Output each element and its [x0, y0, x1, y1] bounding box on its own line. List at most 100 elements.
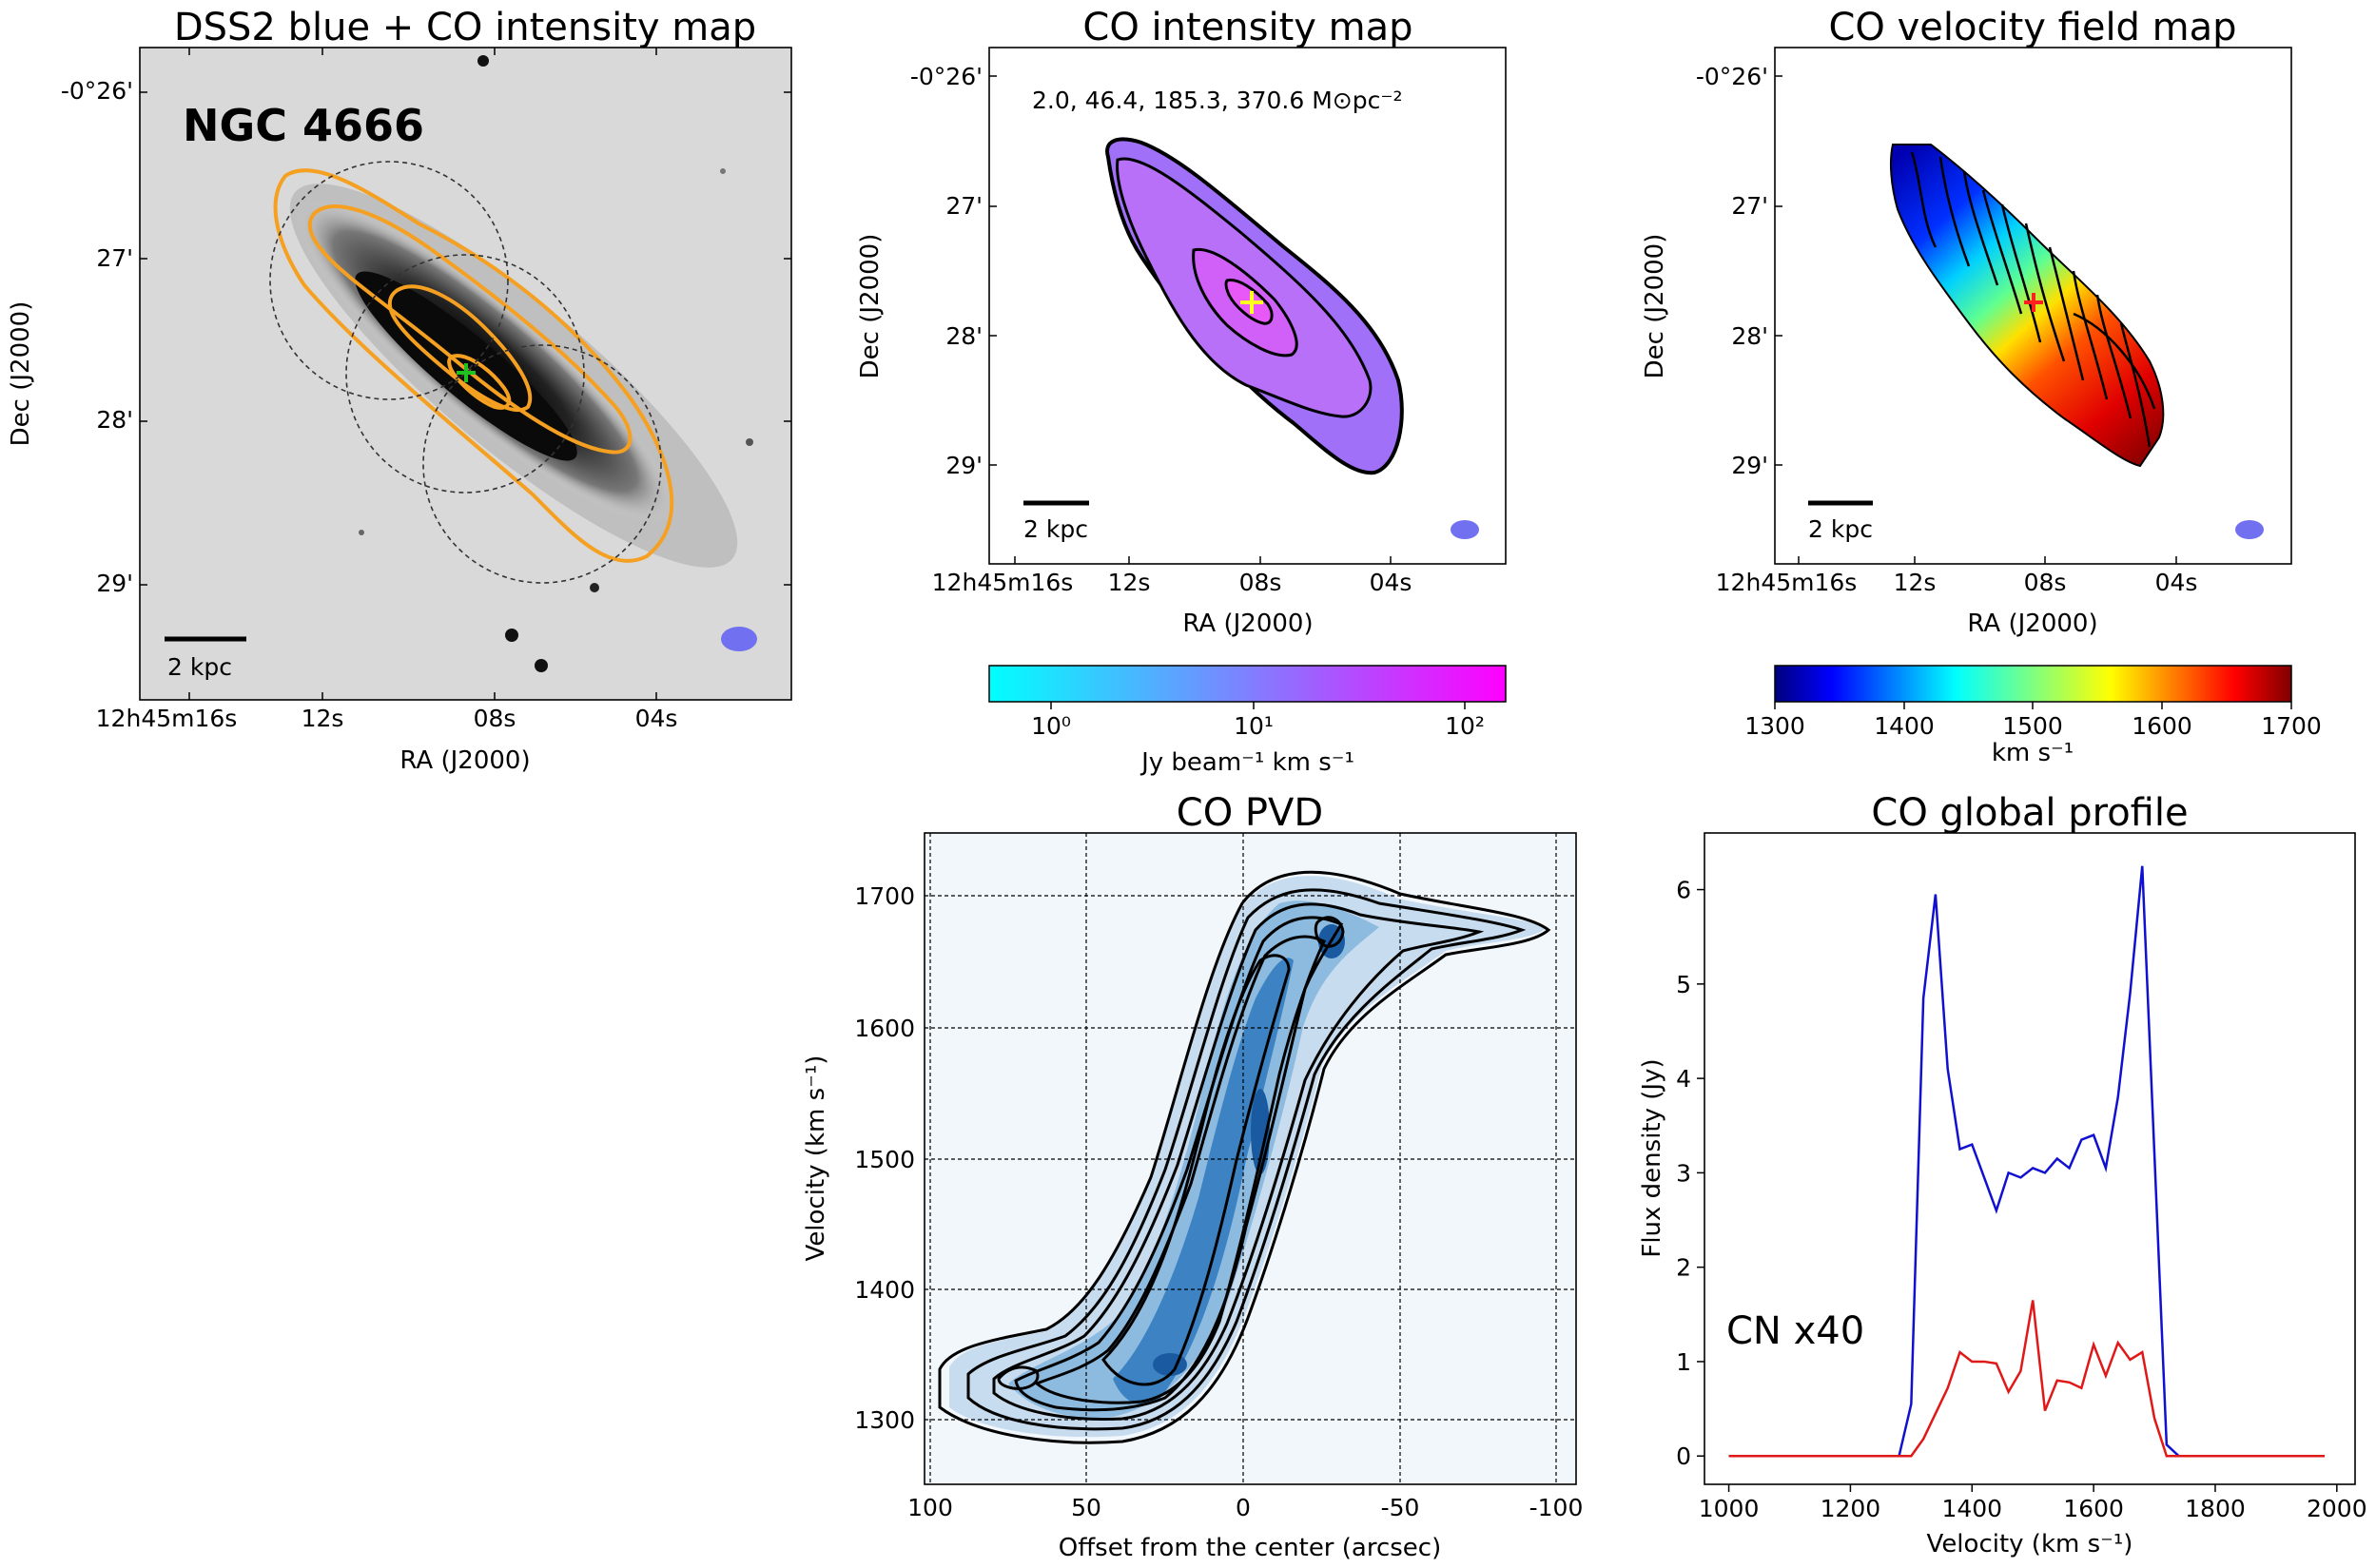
pvd-ylabel: Velocity (km s⁻¹) [802, 1055, 830, 1262]
pvd-xtick: 0 [1236, 1494, 1251, 1521]
intensity-xtick-1: 12s [1108, 569, 1151, 596]
profile-ytick: 5 [1676, 971, 1691, 998]
co-contour-core [447, 354, 512, 410]
pvd-xtick: 100 [907, 1494, 953, 1521]
pointing-circle-2 [345, 254, 585, 494]
velocity-cb-tick-4: 1700 [2261, 712, 2322, 740]
profile-xtick: 1200 [1821, 1495, 1881, 1522]
profile-xtick: 1000 [1699, 1495, 1760, 1522]
dss-xtick-1: 12s [302, 705, 344, 732]
velocity-ylabel: Dec (J2000) [1641, 234, 1669, 379]
velocity-frame [1774, 47, 2292, 565]
pointing-circle-1 [269, 161, 509, 400]
intensity-xtick-0: 12h45m16s [932, 569, 1074, 596]
intensity-xlabel: RA (J2000) [1182, 610, 1313, 638]
profile-ytick: 3 [1676, 1159, 1691, 1187]
intensity-panel: CO intensity map 2.0, 46.4, 185.3, 370.6… [856, 6, 1507, 777]
velocity-colorbar [1774, 665, 2292, 703]
dss-title: DSS2 blue + CO intensity map [174, 6, 756, 49]
profile-ytick: 0 [1676, 1442, 1691, 1470]
pvd-ytick: 1300 [854, 1406, 915, 1434]
isovelocity-contours [1910, 151, 2156, 448]
profile-frame [1704, 832, 2356, 1485]
profile-xtick: 2000 [2307, 1495, 2367, 1522]
beam-icon [721, 627, 757, 651]
intensity-ytick-1: 27' [945, 192, 983, 220]
velocity-panel: CO velocity field map 2 kpc -0°26' [1641, 6, 2322, 767]
center-cross-icon [2024, 293, 2043, 312]
dss-ytick-1: 27' [96, 244, 133, 272]
intensity-cb-tick-2: 10² [1445, 712, 1485, 740]
contour-levels: 2.0, 46.4, 185.3, 370.6 M⊙pc⁻² [1032, 87, 1403, 114]
profile-ytick: 2 [1676, 1254, 1691, 1282]
pointing-circle-3 [422, 344, 662, 584]
pvd-xlabel: Offset from the center (arcsec) [1059, 1534, 1441, 1562]
velocity-ytick-1: 27' [1731, 192, 1768, 220]
profile-ylabel: Flux density (Jy) [1638, 1058, 1666, 1257]
pvd-frame [924, 832, 1577, 1485]
pvd-title: CO PVD [1177, 791, 1323, 835]
intensity-cb-label: Jy beam⁻¹ km s⁻¹ [1139, 748, 1354, 777]
velocity-cb-tick-1: 1400 [1874, 712, 1935, 740]
dss-ylabel: Dec (J2000) [7, 301, 35, 447]
dss-xtick-0: 12h45m16s [96, 705, 238, 732]
beam-icon [1451, 520, 1479, 539]
co-contour-outer [273, 168, 674, 563]
velocity-xtick-3: 04s [2155, 569, 2198, 596]
profile-xtick: 1800 [2185, 1495, 2246, 1522]
dss-xlabel: RA (J2000) [399, 746, 530, 775]
scalebar-label: 2 kpc [167, 653, 232, 681]
profile-ytick: 1 [1676, 1348, 1691, 1376]
pvd-ytick: 1500 [854, 1146, 915, 1173]
dss-xtick-3: 04s [635, 705, 678, 732]
velocity-cb-tick-0: 1300 [1744, 712, 1805, 740]
cn-annotation: CN x40 [1726, 1309, 1864, 1353]
scalebar-label: 2 kpc [1023, 515, 1088, 543]
beam-icon [2235, 520, 2264, 539]
pvd-xtick: 50 [1071, 1494, 1101, 1521]
profile-axes: 1000 1200 1400 1600 1800 2000 0 1 2 3 4 5 6 [1676, 877, 2367, 1522]
profile-lines [1728, 865, 2326, 1458]
dss-image [269, 55, 757, 672]
intensity-ylabel: Dec (J2000) [856, 234, 885, 379]
dss-panel: DSS2 blue + CO intensity map [7, 6, 792, 775]
pvd-xtick: -100 [1529, 1494, 1584, 1521]
profile-xlabel: Velocity (km s⁻¹) [1927, 1530, 2133, 1558]
center-cross-icon [1240, 291, 1263, 314]
profile-series-0 [1728, 865, 2326, 1458]
dss-ytick-0: -0°26' [61, 77, 133, 105]
profile-title: CO global profile [1871, 791, 2188, 835]
center-cross-icon [457, 363, 476, 382]
velocity-cb-tick-2: 1500 [2002, 712, 2063, 740]
co-contour-mid [307, 204, 633, 455]
pvd-ytick: 1400 [854, 1276, 915, 1304]
profile-background [1704, 833, 2355, 1484]
profile-xtick: 1600 [2063, 1495, 2124, 1522]
profile-xtick: 1400 [1941, 1495, 2002, 1522]
intensity-ytick-0: -0°26' [910, 63, 983, 90]
velocity-field-disk [1889, 144, 2165, 468]
dss-ytick-2: 28' [96, 406, 133, 434]
intensity-ytick-3: 29' [945, 452, 983, 479]
scalebar-label: 2 kpc [1808, 515, 1873, 543]
intensity-cb-tick-0: 10⁰ [1031, 712, 1071, 740]
co-contour-inner [387, 284, 533, 413]
profile-panel: CO global profile 1000 1200 1400 1600 1800 20… [1638, 791, 2367, 1558]
intensity-cb-tick-1: 10¹ [1234, 712, 1274, 740]
velocity-ytick-0: -0°26' [1696, 63, 1768, 90]
intensity-frame [988, 47, 1507, 565]
velocity-xtick-0: 12h45m16s [1716, 569, 1858, 596]
pvd-ytick: 1600 [854, 1015, 915, 1042]
intensity-xtick-3: 04s [1370, 569, 1412, 596]
velocity-cb-tick-3: 1600 [2132, 712, 2192, 740]
pvd-xtick: -50 [1381, 1494, 1420, 1521]
intensity-colorbar [988, 665, 1507, 703]
pvd-panel: CO PVD [802, 791, 1583, 1562]
dss-ytick-3: 29' [96, 570, 133, 597]
velocity-xlabel: RA (J2000) [1967, 610, 2097, 638]
intensity-xtick-2: 08s [1239, 569, 1282, 596]
velocity-ytick-2: 28' [1731, 322, 1768, 350]
pvd-image [925, 833, 1576, 1484]
intensity-title: CO intensity map [1082, 6, 1412, 49]
